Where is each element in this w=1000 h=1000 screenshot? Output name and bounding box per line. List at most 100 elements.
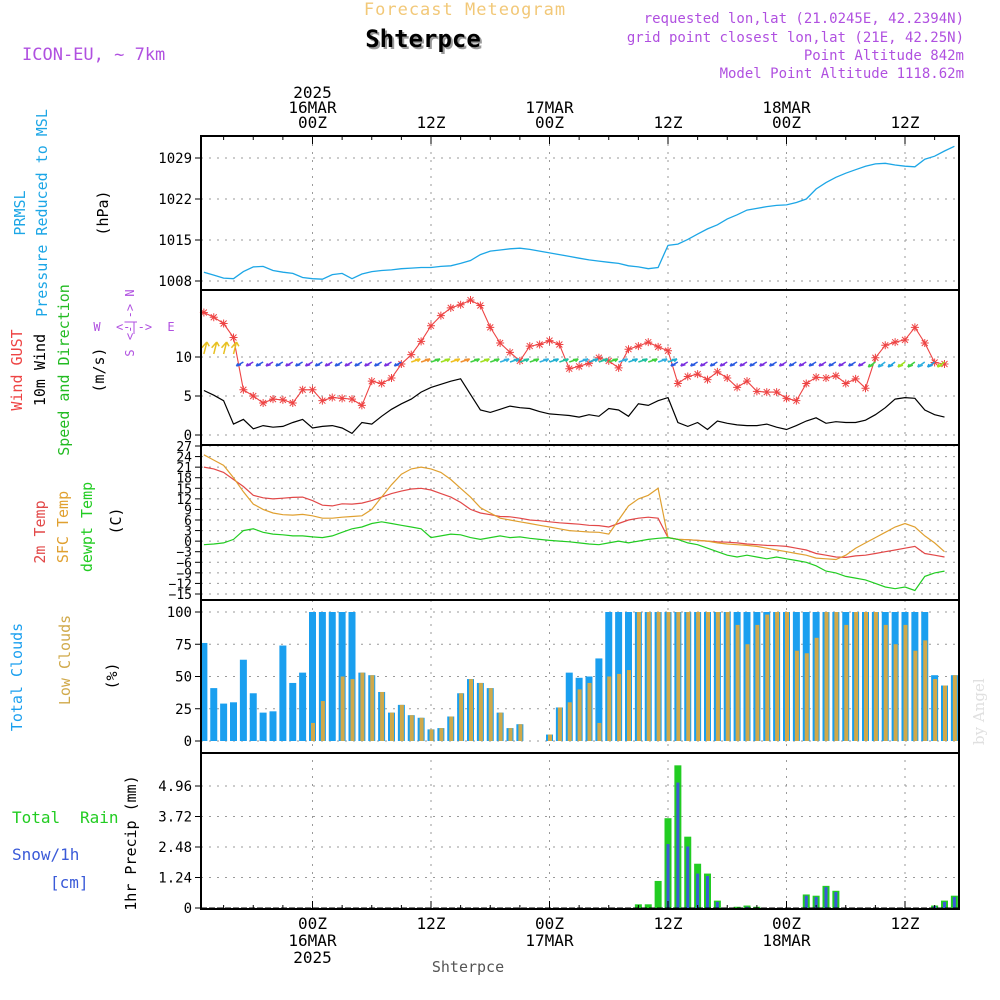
precip-panel-frame <box>200 752 960 910</box>
wind-direction-arrow <box>608 358 619 363</box>
wind-direction-arrow <box>657 358 668 363</box>
low-cloud-bar <box>656 612 661 741</box>
low-cloud-bar <box>370 675 375 741</box>
grid-layer <box>201 136 959 909</box>
gust-marker <box>249 392 258 400</box>
low-cloud-bar <box>518 724 523 741</box>
total-cloud-bar <box>269 711 277 741</box>
gust-marker <box>219 319 228 328</box>
snow-label: Snow/1h <box>12 845 79 864</box>
wind-direction-arrow <box>798 361 807 367</box>
gust-marker <box>664 346 672 355</box>
sfc-temp-label: SFC Temp <box>54 491 72 563</box>
bottom-time-label: 12Z <box>417 914 446 933</box>
total-cloud-bar <box>318 612 326 741</box>
wind-direction-arrow <box>499 358 510 363</box>
wind-direction-arrow <box>334 361 343 367</box>
wind-direction-arrow <box>324 361 333 367</box>
snow-bar <box>943 901 946 908</box>
total-cloud-bar <box>348 612 356 741</box>
wind-direction-arrow <box>638 358 648 363</box>
low-cloud-bar <box>755 624 760 741</box>
wind-direction-arrow <box>220 341 230 355</box>
low-cloud-bar <box>508 728 513 741</box>
total-clouds-label: Total Clouds <box>8 623 26 731</box>
top-time-label: 12Z <box>654 113 683 132</box>
total-cloud-bar <box>220 703 228 741</box>
low-cloud-bar <box>735 624 740 741</box>
wind-direction-arrow <box>818 361 827 367</box>
temp-ytick-label: 3 <box>184 525 192 540</box>
wind-direction-arrow <box>265 361 274 367</box>
gust-marker <box>328 393 337 402</box>
temp-ytick-label: 18 <box>176 472 192 487</box>
wind-direction-arrow <box>936 361 945 368</box>
temp-2m-label: 2m Temp <box>31 500 49 563</box>
gust-marker <box>585 359 593 368</box>
bottom-time-label: 12Z <box>891 914 920 933</box>
low-cloud-bar <box>587 682 592 741</box>
snow-bar <box>715 901 719 908</box>
pressure-ytick-label: 1015 <box>158 233 192 249</box>
snow-bar <box>666 844 670 908</box>
wind-direction-arrow <box>383 361 392 367</box>
low-cloud-bar <box>952 675 957 741</box>
gust-marker <box>565 364 574 373</box>
wind-direction-arrow <box>838 361 847 367</box>
gust-marker <box>762 388 771 397</box>
snow-bar <box>696 873 700 908</box>
total-cloud-bar <box>200 642 208 741</box>
low-cloud-bar <box>775 612 780 741</box>
wind-direction-arrow <box>808 361 817 367</box>
gust-marker <box>743 377 751 386</box>
gust-marker <box>436 311 445 320</box>
wind-speed-line <box>203 378 945 435</box>
clouds-ytick-label: 0 <box>184 734 192 750</box>
wind-direction-arrow <box>667 358 678 363</box>
wind-direction-arrow <box>867 361 876 368</box>
total-rain-label-total: Total <box>12 808 60 827</box>
wind-direction-arrow <box>768 361 777 367</box>
wind-direction-arrow <box>450 358 461 363</box>
gust-marker <box>841 379 850 388</box>
bottom-time-label: 18MAR <box>762 931 811 950</box>
compass-w: W <box>93 320 101 334</box>
temp-2m-line <box>203 466 945 559</box>
gust-marker <box>772 388 781 397</box>
total-rain-label-rain: Rain <box>80 808 119 827</box>
snow-bar <box>745 906 749 908</box>
total-cloud-bar <box>230 702 237 741</box>
top-time-label: 18MAR <box>762 98 811 117</box>
wind-direction-arrow <box>670 361 679 367</box>
total-cloud-bar <box>309 612 316 741</box>
gust-marker <box>723 374 732 383</box>
dewpt-temp-label: dewpt Temp <box>78 482 96 572</box>
wind-direction-arrow <box>373 361 382 367</box>
compass-s: S <box>123 349 137 356</box>
gust-marker <box>683 372 692 381</box>
snow-unit-label: [cm] <box>50 873 89 892</box>
gust-marker <box>644 338 653 347</box>
wind-direction-arrow <box>749 361 758 367</box>
temp-ytick-label: −15 <box>169 588 192 603</box>
wind-speed-dir-label: Speed and Direction <box>55 284 73 456</box>
gust-marker <box>634 342 643 351</box>
gust-marker <box>555 340 564 349</box>
low-cloud-bar <box>340 676 345 741</box>
wind-direction-arrow <box>235 361 244 367</box>
wind-direction-arrow <box>559 358 569 363</box>
wind-direction-arrow <box>689 361 698 367</box>
low-cloud-bar <box>399 704 404 741</box>
bottom-time-label: 00Z <box>298 914 327 933</box>
forecast-title: Forecast Meteogram <box>364 0 566 20</box>
model-label: ICON-EU, ~ 7km <box>22 45 165 65</box>
bottom-time-label: 17MAR <box>525 931 574 950</box>
bottom-time-label: 12Z <box>654 914 683 933</box>
gust-marker <box>802 379 811 388</box>
temp-ytick-label: −6 <box>176 556 192 571</box>
low-cloud-bar <box>923 640 928 741</box>
top-time-label: 2025 <box>293 83 332 102</box>
gust-marker <box>752 387 761 396</box>
top-time-label: 12Z <box>891 113 920 132</box>
